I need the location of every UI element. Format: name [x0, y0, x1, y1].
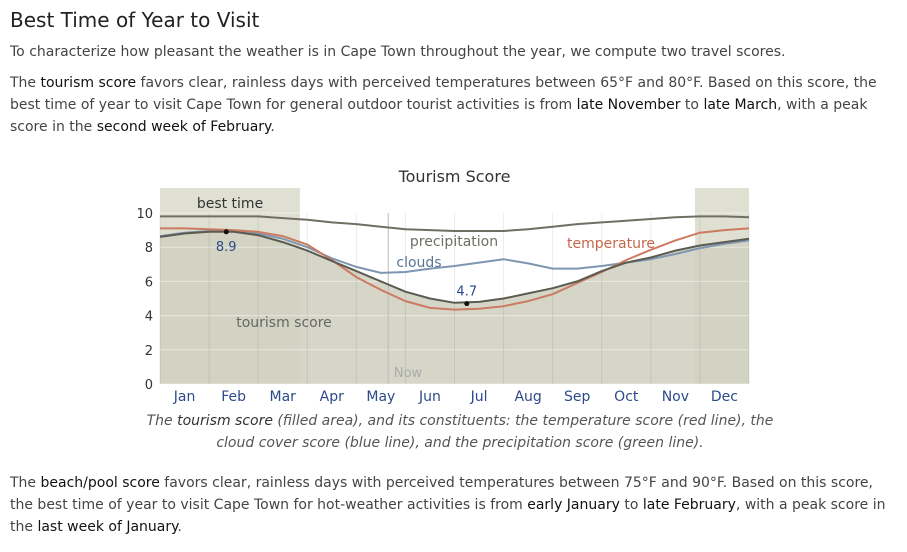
text: favors clear, rainless days with perceiv… [10, 475, 873, 513]
best-time-label: best time [197, 196, 263, 212]
x-tick-label-nov: Nov [662, 389, 689, 405]
text: The [10, 75, 41, 91]
x-tick-label-apr: Apr [320, 389, 344, 405]
peak-label-1: 4.7 [456, 285, 477, 300]
text: (filled area), and its constituents: the… [216, 413, 774, 451]
peak-label-0: 8.9 [216, 240, 237, 255]
y-tick-label-4: 4 [145, 310, 153, 325]
chart-title: Tourism Score [398, 167, 511, 186]
text: , with a peak score in the [10, 497, 886, 535]
text: , with a peak score in the [10, 97, 868, 135]
x-tick-label-mar: Mar [269, 389, 296, 405]
y-tick-label-10: 10 [136, 207, 153, 222]
keyword-peak: last week of January [37, 519, 178, 535]
tourism-series-label: tourism score [236, 315, 332, 331]
keyword-tourism-score: tourism score [40, 75, 137, 91]
text: The [146, 413, 178, 429]
tourism-line [159, 230, 750, 304]
tourism-paragraph: The tourism score favors clear, rainless… [10, 72, 895, 138]
clouds-line [159, 230, 750, 274]
y-tick-label-2: 2 [145, 344, 153, 359]
keyword-peak: second week of February [96, 119, 271, 135]
keyword-start: late November [576, 97, 681, 113]
text: favors clear, rainless days with perceiv… [10, 75, 877, 113]
y-tick-label-6: 6 [145, 275, 153, 290]
x-tick-label-jan: Jan [173, 389, 196, 405]
chart-caption: The tourism score (filled area), and its… [140, 410, 780, 454]
keyword-end: late February [642, 497, 736, 513]
tourism-score-chart: 8.9 4.7 best time tourism score precipitatio… [136, 167, 750, 405]
section-title: Best Time of Year to Visit [10, 8, 260, 32]
intro-paragraph: To characterize how pleasant the weather… [10, 44, 786, 60]
precipitation-series-label: precipitation [410, 234, 498, 250]
x-tick-label-aug: Aug [514, 389, 541, 405]
precipitation-line [160, 215, 750, 232]
text: to [680, 97, 704, 113]
x-tick-label-jun: Jun [418, 389, 441, 405]
text: The [10, 475, 41, 491]
keyword-tourism-score: tourism score [177, 413, 273, 429]
x-tick-label-may: May [366, 389, 395, 405]
peak-marker-1 [464, 301, 470, 307]
x-tick-label-jul: Jul [470, 389, 488, 405]
axes: Tourism Score 0 2 4 6 8 10 Jan Feb Mar Apr May Jun Ju… [136, 167, 738, 405]
temperature-line [160, 227, 750, 311]
chart-labels: 8.9 4.7 best time tourism score precipitatio… [197, 196, 655, 381]
tourism-area [160, 231, 749, 384]
clouds-series-label: clouds [396, 255, 441, 271]
grid [159, 212, 750, 385]
temperature-series-label: temperature [567, 236, 655, 252]
tourism-area-fill [160, 231, 749, 384]
text: . [270, 119, 275, 135]
keyword-start: early January [527, 497, 620, 513]
x-tick-label-sep: Sep [564, 389, 591, 405]
keyword-end: late March [703, 97, 778, 113]
now-label: Now [394, 366, 423, 381]
y-tick-label-0: 0 [145, 378, 153, 393]
text: to [619, 497, 643, 513]
x-tick-label-dec: Dec [711, 389, 738, 405]
series-lines [159, 215, 750, 311]
keyword-beach-score: beach/pool score [40, 475, 160, 491]
x-tick-label-feb: Feb [221, 389, 246, 405]
beach-paragraph: The beach/pool score favors clear, rainl… [10, 472, 895, 538]
x-tick-label-oct: Oct [614, 389, 639, 405]
text: . [177, 519, 182, 535]
peak-marker-0 [223, 229, 229, 235]
y-tick-label-8: 8 [145, 241, 153, 256]
